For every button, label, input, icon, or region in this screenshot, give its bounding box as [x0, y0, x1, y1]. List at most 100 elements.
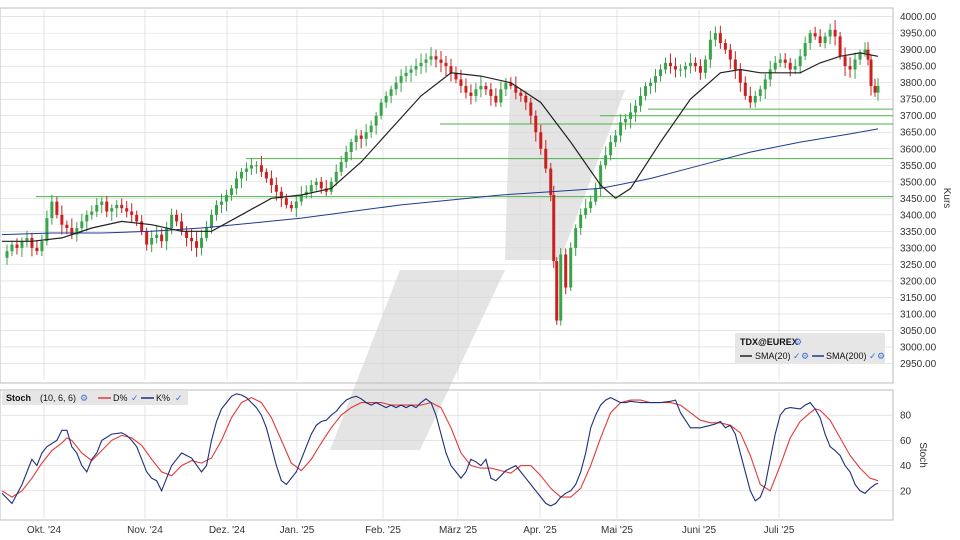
stoch-settings-icon[interactable]: ⚙: [80, 393, 88, 403]
watermark-logo-lower: [330, 270, 505, 450]
candle-body: [484, 85, 488, 90]
candle-body: [354, 135, 358, 143]
stoch-legend-title: Stoch: [6, 393, 31, 403]
price-tick-label: 3500.00: [900, 177, 937, 188]
candle-body: [788, 62, 792, 70]
candle-body: [190, 237, 194, 242]
candle-body: [85, 214, 89, 222]
candle-body: [564, 254, 568, 288]
candle-body: [195, 241, 199, 248]
candle-body: [678, 69, 682, 71]
legend-sma20-settings-icon[interactable]: ⚙: [801, 351, 809, 361]
price-tick-label: 4000.00: [900, 12, 937, 23]
price-legend-box: [735, 333, 885, 363]
price-tick-label: 3400.00: [900, 210, 937, 221]
candle-body: [713, 33, 717, 40]
x-axis: Okt. '24 Nov. '24 Dez. '24 Jan. '25 Feb. '25…: [27, 525, 795, 536]
candle-body: [215, 204, 219, 215]
candle-body: [20, 241, 24, 248]
candle-body: [873, 85, 877, 93]
candle-body: [876, 85, 880, 93]
candle-body: [344, 152, 348, 162]
candle-body: [688, 62, 692, 67]
candle-body: [783, 59, 787, 63]
candle-body: [758, 89, 762, 96]
candle-body: [773, 62, 777, 70]
candle-body: [219, 201, 223, 205]
candle-body: [369, 125, 373, 133]
candle-body: [65, 224, 69, 229]
candle-body: [514, 85, 518, 93]
legend-sma200-settings-icon[interactable]: ⚙: [877, 351, 885, 361]
candle-body: [224, 195, 228, 202]
price-tick-label: 2950.00: [900, 359, 937, 370]
candle-body: [808, 33, 812, 44]
x-tick-label: Apr. '25: [523, 525, 557, 536]
price-tick-label: 3350.00: [900, 227, 937, 238]
candle-body: [634, 105, 638, 113]
candle-body: [254, 165, 258, 167]
price-tick-label: 3250.00: [900, 260, 937, 271]
candle-body: [853, 59, 857, 70]
stoch-tick-label: 80: [900, 411, 912, 422]
sma20-line: [2, 52, 879, 242]
candle-body: [753, 95, 757, 103]
candlesticks: [5, 20, 880, 326]
stoch-d-check-icon[interactable]: ✓: [131, 393, 139, 403]
candle-body: [813, 33, 817, 37]
legend-sma20-label: SMA(20): [755, 351, 791, 361]
x-tick-label: Nov. '24: [127, 525, 163, 536]
candle-body: [464, 85, 468, 93]
candle-body: [668, 62, 672, 67]
candle-body: [244, 168, 248, 172]
candle-body: [743, 82, 747, 96]
candle-body: [409, 69, 413, 73]
candle-body: [125, 208, 129, 212]
candle-body: [524, 95, 528, 103]
price-tick-label: 3750.00: [900, 95, 937, 106]
price-tick-label: 3150.00: [900, 293, 937, 304]
legend-title: TDX@EUREX: [740, 337, 798, 347]
candle-body: [833, 29, 837, 37]
price-tick-label: 3000.00: [900, 342, 937, 353]
candle-body: [160, 234, 164, 242]
candle-body: [429, 56, 433, 60]
candle-body: [499, 89, 503, 103]
candle-body: [703, 59, 707, 73]
candle-body: [339, 161, 343, 172]
candle-body: [75, 228, 79, 235]
candle-body: [55, 201, 59, 215]
candle-body: [539, 132, 543, 149]
candle-body: [384, 95, 388, 103]
legend-sma200-check-icon[interactable]: ✓: [869, 351, 877, 361]
legend-sma20-check-icon[interactable]: ✓: [793, 351, 801, 361]
stoch-axis: 20 40 60 80: [900, 411, 912, 498]
stoch-k-line: [1, 393, 879, 507]
candle-body: [552, 195, 556, 262]
candle-body: [454, 72, 458, 80]
price-tick-label: 3800.00: [900, 78, 937, 89]
stoch-k-check-icon[interactable]: ✓: [175, 393, 183, 403]
x-tick-label: Jan. '25: [280, 525, 315, 536]
candle-body: [165, 228, 169, 242]
candle-body: [274, 185, 278, 192]
legend-settings-icon[interactable]: ⚙: [794, 337, 802, 347]
candle-body: [419, 62, 423, 67]
candle-body: [654, 76, 658, 83]
candle-body: [40, 241, 44, 252]
candle-body: [60, 214, 64, 225]
candle-body: [249, 165, 253, 169]
candle-body: [869, 59, 873, 86]
candle-body: [534, 115, 538, 133]
candle-body: [284, 198, 288, 205]
candle-body: [459, 79, 463, 86]
candle-body: [624, 119, 628, 123]
candle-body: [489, 89, 493, 96]
candle-body: [334, 171, 338, 182]
price-tick-label: 3050.00: [900, 326, 937, 337]
candle-body: [399, 76, 403, 83]
candle-body: [234, 178, 238, 189]
candle-body: [619, 122, 623, 136]
candle-body: [359, 135, 363, 139]
